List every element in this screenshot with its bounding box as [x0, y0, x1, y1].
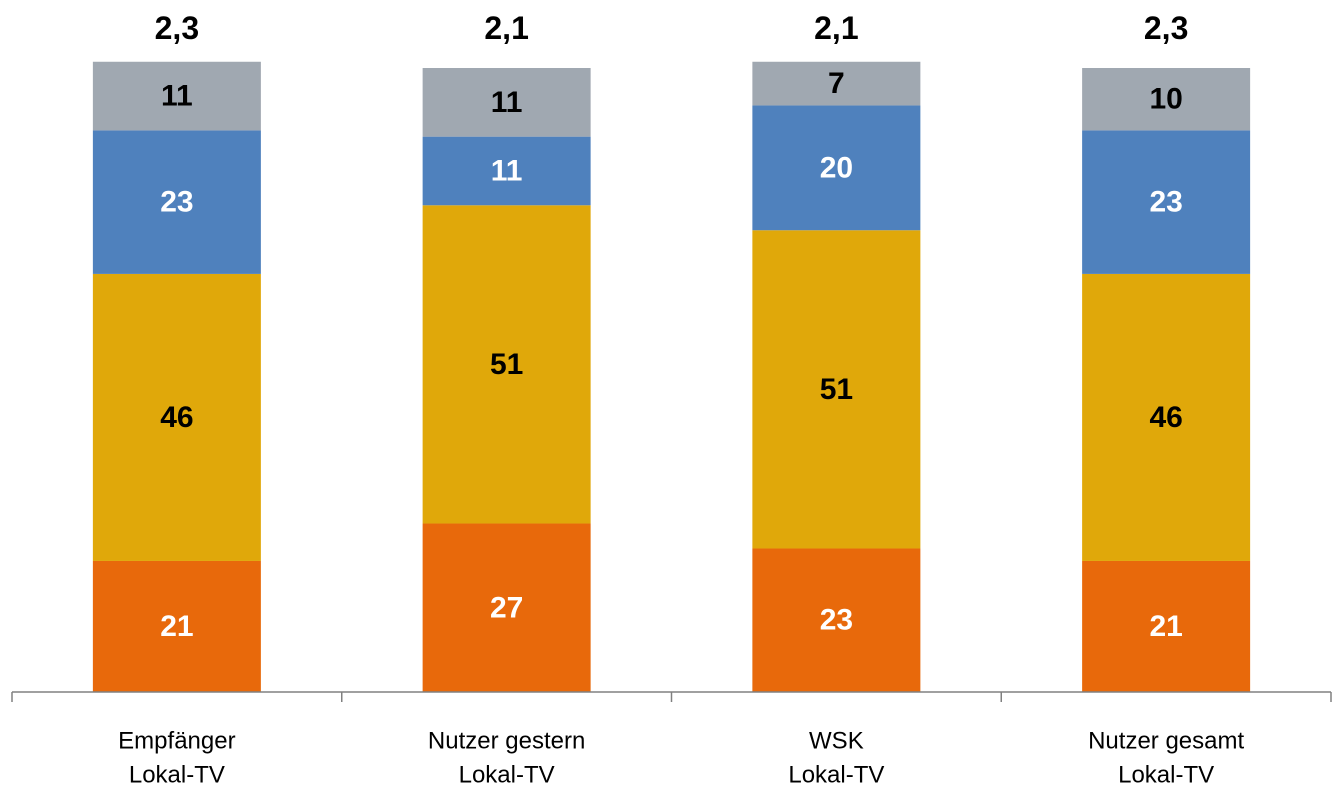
category-tick-label: WSK — [809, 728, 864, 755]
bar-segment — [1082, 273, 1251, 561]
data-label: 21 — [160, 610, 193, 643]
category-tick-label: Nutzer gesamt — [1088, 728, 1244, 755]
data-label: 11 — [491, 154, 523, 187]
data-label: 11 — [161, 80, 193, 113]
bar-segment — [422, 136, 591, 206]
data-label: 27 — [490, 591, 523, 624]
data-label: 7 — [828, 67, 845, 100]
total-label: 2,1 — [484, 10, 528, 46]
data-label: 23 — [1149, 186, 1182, 219]
data-label: 11 — [491, 86, 523, 119]
category-tick-label: Lokal-TV — [129, 762, 225, 787]
data-label: 20 — [820, 151, 853, 184]
total-label: 2,3 — [155, 10, 199, 46]
bar-segment — [752, 548, 921, 692]
bar-segment — [422, 205, 591, 524]
data-label: 23 — [160, 186, 193, 219]
bar-segment — [752, 61, 921, 106]
data-label: 10 — [1149, 83, 1182, 116]
data-label: 51 — [490, 348, 523, 381]
bar-segment — [1082, 130, 1251, 274]
data-label: 46 — [1149, 401, 1182, 434]
bar-segment — [422, 68, 591, 137]
bar-segment — [752, 230, 921, 549]
bar-segment — [92, 130, 261, 274]
bar-segment — [92, 560, 261, 692]
data-label: 23 — [820, 604, 853, 637]
category-tick-label: Lokal-TV — [459, 762, 555, 787]
bar-segment — [92, 273, 261, 561]
bar-segment — [422, 523, 591, 692]
data-label: 21 — [1149, 610, 1182, 643]
category-tick-label: Lokal-TV — [1118, 762, 1214, 787]
data-label: 46 — [160, 401, 193, 434]
bar-segment — [752, 105, 921, 231]
bar-segment — [1082, 68, 1251, 131]
total-label: 2,1 — [814, 10, 858, 46]
data-label: 51 — [820, 373, 853, 406]
category-tick-label: Nutzer gestern — [428, 728, 585, 755]
total-label: 2,3 — [1144, 10, 1188, 46]
category-tick-label: Empfänger — [118, 728, 235, 755]
bar-segment — [92, 61, 261, 131]
category-tick-label: Lokal-TV — [788, 762, 884, 787]
bar-segment — [1082, 560, 1251, 692]
